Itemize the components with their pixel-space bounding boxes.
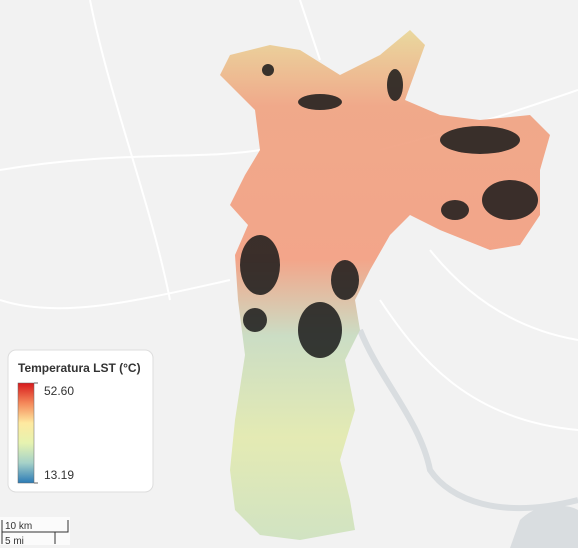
legend-title: Temperatura LST (°C) [18,361,141,375]
scale-bar-lines [1,520,69,544]
scale-imperial: 5 mi [5,536,24,547]
city-temperature-area [220,30,550,540]
legend-box [7,349,154,493]
legend-max-label: 52.60 [44,384,74,398]
color-ramp [17,382,35,484]
legend: Temperatura LST (°C) 52.60 13.19 [7,349,154,493]
scale-bar: 10 km 5 mi [0,517,70,547]
hotspots [240,64,538,358]
scale-bar-bg [0,517,70,545]
scale-metric: 10 km [5,521,32,532]
legend-min-label: 13.19 [44,468,74,482]
